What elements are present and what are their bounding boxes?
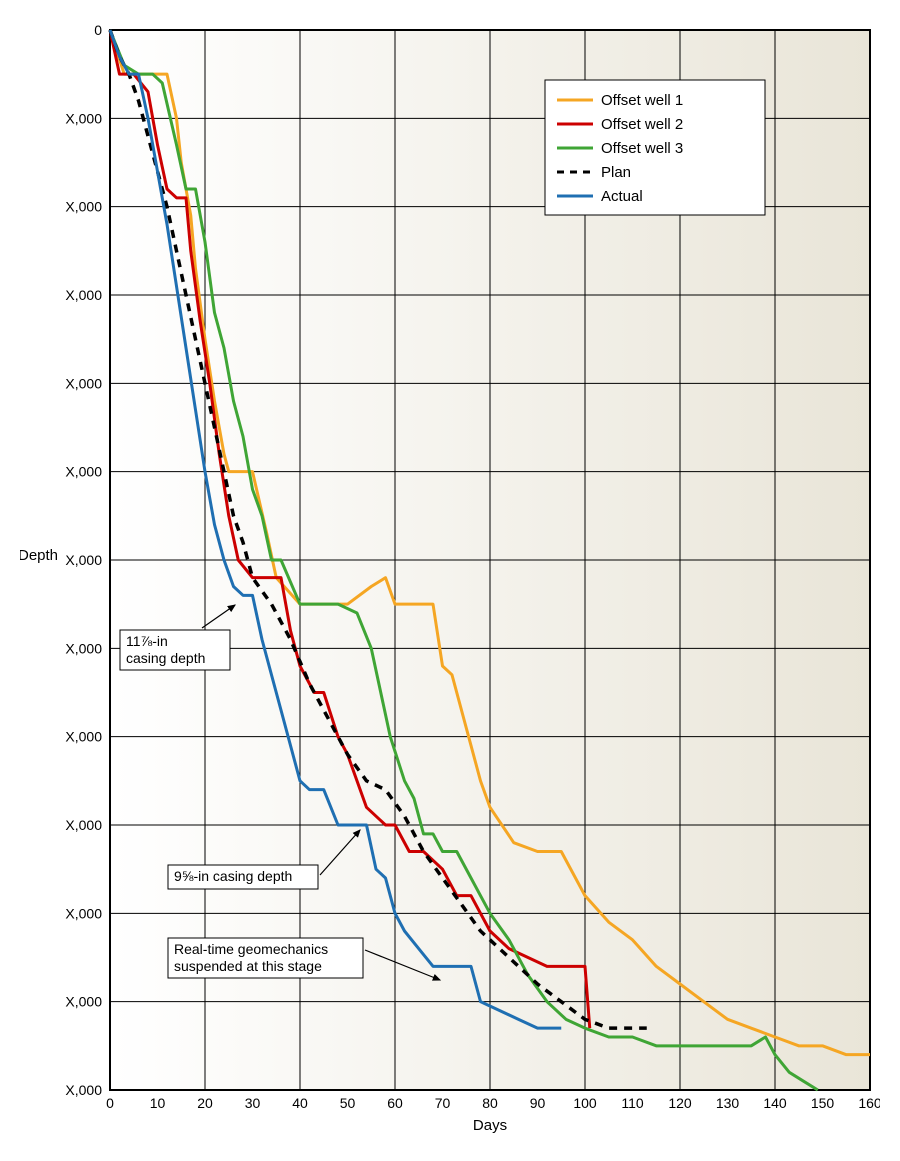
x-axis-label: Days (473, 1117, 507, 1134)
y-tick-label: X,000 (65, 287, 102, 303)
y-tick-label: X,000 (65, 110, 102, 126)
x-tick-label: 140 (763, 1095, 787, 1111)
y-tick-label: X,000 (65, 640, 102, 656)
x-tick-label: 0 (106, 1095, 114, 1111)
y-tick-label: X,000 (65, 199, 102, 215)
x-tick-label: 20 (197, 1095, 213, 1111)
x-tick-label: 130 (716, 1095, 740, 1111)
legend-label: Actual (601, 188, 643, 205)
x-tick-label: 120 (668, 1095, 692, 1111)
callout-text: Real-time geomechanics (174, 941, 328, 957)
x-tick-label: 70 (435, 1095, 451, 1111)
y-tick-label: X,000 (65, 552, 102, 568)
legend-label: Offset well 3 (601, 140, 683, 157)
callout-text: 9⅝-in casing depth (174, 868, 292, 884)
y-tick-label: X,000 (65, 729, 102, 745)
y-tick-label: X,000 (65, 375, 102, 391)
y-axis-label: Depth (20, 547, 58, 564)
x-tick-label: 160 (858, 1095, 880, 1111)
x-tick-label: 50 (340, 1095, 356, 1111)
y-tick-label: X,000 (65, 817, 102, 833)
x-tick-label: 90 (530, 1095, 546, 1111)
y-tick-label: 0 (94, 22, 102, 38)
legend-label: Plan (601, 164, 631, 181)
x-tick-label: 150 (811, 1095, 835, 1111)
y-tick-label: X,000 (65, 464, 102, 480)
chart-svg: 0 10 20 30 40 50 60 70 80 90 100 110 120 130 140 150 160… (20, 20, 880, 1141)
depth-days-chart: 0 10 20 30 40 50 60 70 80 90 100 110 120 130 140 150 160… (20, 20, 880, 1141)
legend-label: Offset well 2 (601, 116, 683, 133)
callout-text: casing depth (126, 650, 205, 666)
x-tick-label: 110 (621, 1095, 644, 1111)
legend-label: Offset well 1 (601, 92, 683, 109)
y-tick-label: X,000 (65, 1082, 102, 1098)
x-tick-label: 30 (245, 1095, 261, 1111)
x-tick-label: 100 (573, 1095, 597, 1111)
x-tick-label: 60 (387, 1095, 403, 1111)
callout-text: suspended at this stage (174, 958, 322, 974)
y-tick-label: X,000 (65, 905, 102, 921)
x-tick-label: 10 (150, 1095, 166, 1111)
x-tick-label: 80 (482, 1095, 498, 1111)
callout-text: 11⅞-in (126, 633, 168, 649)
x-tick-label: 40 (292, 1095, 308, 1111)
y-tick-label: X,000 (65, 994, 102, 1010)
